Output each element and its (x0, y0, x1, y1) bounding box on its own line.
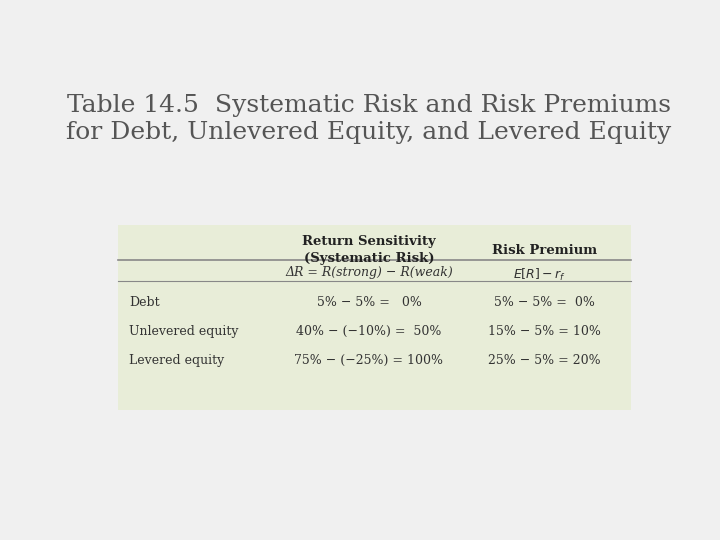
FancyBboxPatch shape (118, 225, 631, 410)
Text: for Debt, Unlevered Equity, and Levered Equity: for Debt, Unlevered Equity, and Levered … (66, 121, 672, 144)
Text: 15% − 5% = 10%: 15% − 5% = 10% (488, 325, 601, 338)
Text: 40% − (−10%) =  50%: 40% − (−10%) = 50% (297, 325, 441, 338)
Text: 5% − 5% =   0%: 5% − 5% = 0% (317, 295, 421, 308)
Text: 5% − 5% =  0%: 5% − 5% = 0% (495, 295, 595, 308)
Text: Risk Premium: Risk Premium (492, 244, 598, 256)
Text: Levered equity: Levered equity (129, 354, 225, 367)
Text: ΔR = R(strong) − R(weak): ΔR = R(strong) − R(weak) (285, 266, 453, 280)
Text: Debt: Debt (129, 295, 160, 308)
Text: Return Sensitivity
(Systematic Risk): Return Sensitivity (Systematic Risk) (302, 235, 436, 265)
Text: $E[R] - r_f$: $E[R] - r_f$ (513, 266, 565, 282)
Text: 75% − (−25%) = 100%: 75% − (−25%) = 100% (294, 354, 444, 367)
Text: Unlevered equity: Unlevered equity (129, 325, 238, 338)
Text: Table 14.5  Systematic Risk and Risk Premiums: Table 14.5 Systematic Risk and Risk Prem… (67, 94, 671, 117)
Text: 25% − 5% = 20%: 25% − 5% = 20% (488, 354, 601, 367)
